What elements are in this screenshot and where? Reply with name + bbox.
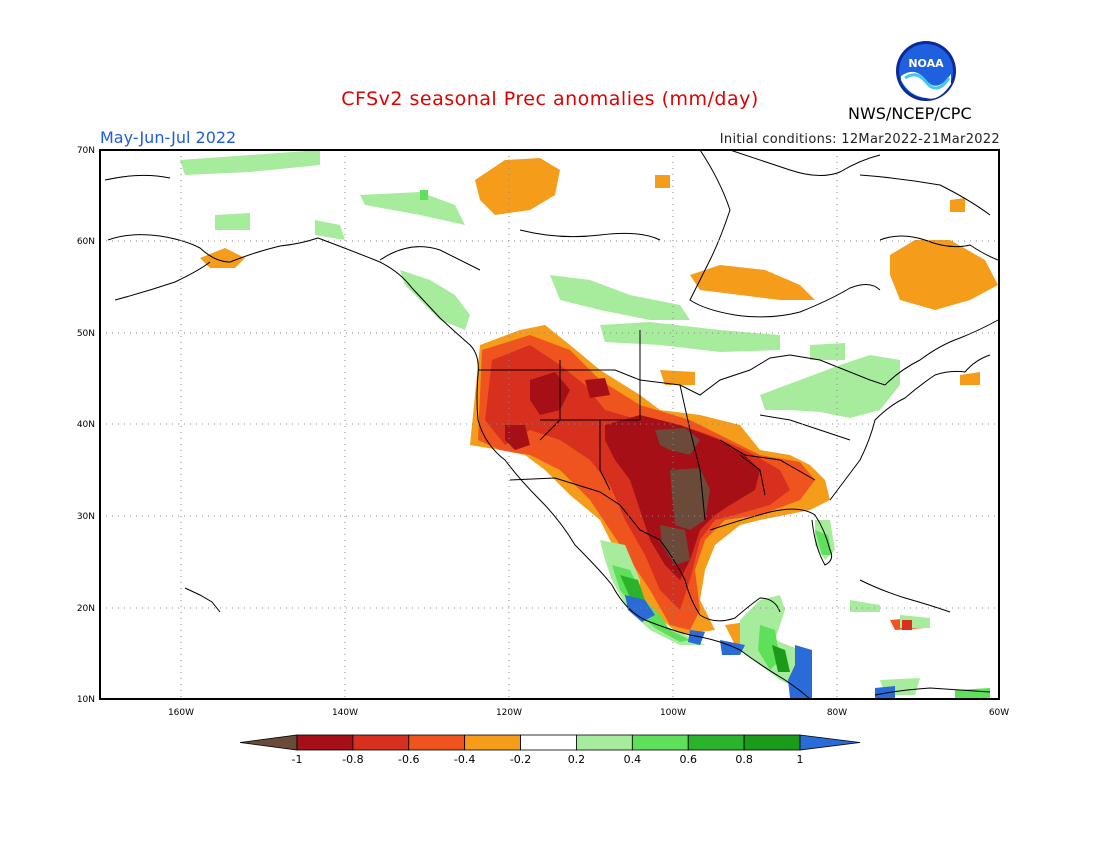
anomaly-region — [758, 625, 780, 670]
anomaly-region — [655, 428, 700, 455]
anomaly-region — [875, 686, 895, 698]
anomaly-shading — [180, 150, 998, 698]
colorbar-swatch — [296, 734, 354, 751]
anomaly-region — [315, 220, 345, 240]
anomaly-region — [600, 540, 705, 645]
colorbar-label: 0.4 — [624, 753, 642, 766]
colorbar-label: 0.2 — [568, 753, 586, 766]
lon-label: 160W — [168, 708, 194, 718]
anomaly-region — [690, 265, 815, 300]
lat-label: 50N — [77, 329, 95, 339]
anomaly-region — [475, 158, 560, 215]
colorbar-swatch — [631, 734, 689, 751]
lat-label: 10N — [77, 695, 95, 705]
lat-label: 60N — [77, 237, 95, 247]
lon-label: 60W — [989, 708, 1009, 718]
forecast-period: May-Jun-Jul 2022 — [100, 128, 237, 147]
lon-label: 140W — [332, 708, 358, 718]
anomaly-region — [960, 372, 980, 385]
colorbar-label: -0.2 — [510, 753, 531, 766]
lat-label: 30N — [77, 512, 95, 522]
colorbar-label: 0.8 — [735, 753, 753, 766]
colorbar-swatch — [520, 734, 577, 751]
anomaly-region — [215, 213, 250, 230]
lat-label: 40N — [77, 420, 95, 430]
anomaly-region — [420, 190, 428, 200]
lat-label: 70N — [77, 146, 95, 156]
colorbar-swatch — [799, 734, 861, 751]
anomaly-region — [585, 378, 610, 398]
colorbar-label: -0.4 — [454, 753, 475, 766]
anomaly-region — [200, 248, 245, 268]
initial-conditions: Initial conditions: 12Mar2022-21Mar2022 — [719, 132, 1000, 147]
colorbar-swatch — [576, 734, 633, 751]
anomaly-region — [850, 600, 880, 612]
anomaly-region — [550, 275, 690, 320]
lon-label: 80W — [827, 708, 847, 718]
anomaly-region — [360, 192, 465, 225]
anomaly-region — [670, 468, 710, 530]
agency-label: NWS/NCEP/CPC — [848, 104, 972, 123]
colorbar-swatch — [464, 734, 521, 751]
anomaly-region — [890, 240, 998, 310]
colorbar-swatch — [352, 734, 410, 751]
colorbar-label: -1 — [292, 753, 303, 766]
colorbar-label: 0.6 — [679, 753, 697, 766]
colorbar: -1 -0.8 -0.6 -0.4 -0.2 0.2 0.4 0.6 0.8 1 — [239, 734, 861, 766]
anomaly-region — [772, 645, 790, 672]
anomaly-region — [688, 630, 705, 645]
anomaly-region — [788, 645, 812, 698]
noaa-logo-icon: NOAA — [896, 41, 956, 101]
anomaly-region — [180, 150, 320, 175]
anomaly-region — [815, 530, 832, 555]
colorbar-label: 1 — [797, 753, 804, 766]
colorbar-swatch — [743, 734, 801, 751]
anomaly-region — [655, 175, 670, 188]
coastlines — [104, 150, 999, 699]
anomaly-region — [660, 525, 690, 565]
colorbar-label: -0.8 — [342, 753, 363, 766]
colorbar-swatch — [239, 734, 298, 751]
logo-text: NOAA — [908, 57, 944, 70]
lon-label: 120W — [496, 708, 522, 718]
map-title: CFSv2 seasonal Prec anomalies (mm/day) — [341, 88, 759, 110]
anomaly-region — [400, 270, 470, 330]
anomaly-region — [620, 575, 645, 602]
lat-label: 20N — [77, 604, 95, 614]
anomaly-region — [660, 370, 695, 385]
anomaly-region — [505, 425, 530, 450]
anomaly-region — [950, 198, 965, 212]
colorbar-swatch — [687, 734, 745, 751]
lon-label: 100W — [660, 708, 686, 718]
anomaly-region — [810, 343, 845, 360]
colorbar-swatch — [408, 734, 466, 751]
colorbar-label: -0.6 — [398, 753, 419, 766]
anomaly-region — [760, 355, 900, 418]
map-frame — [99, 149, 1000, 700]
anomaly-region — [600, 322, 780, 352]
anomaly-region — [902, 620, 912, 630]
